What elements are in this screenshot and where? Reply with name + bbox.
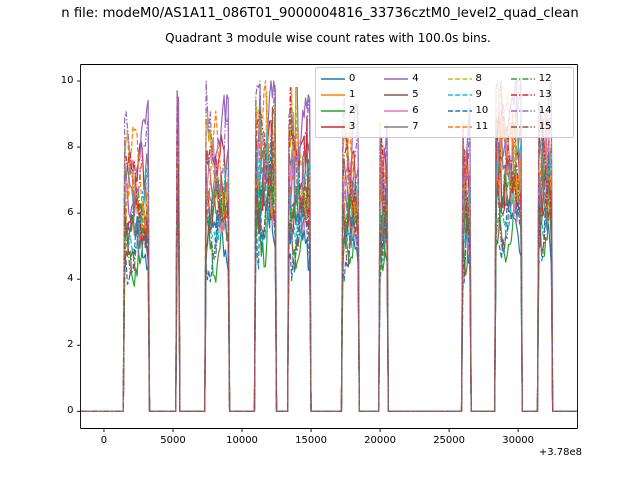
series-line-10 <box>80 139 578 412</box>
legend-label-4: 4 <box>412 72 419 84</box>
y-tick-label: 2 <box>67 338 74 350</box>
x-tick-label: 25000 <box>433 434 465 446</box>
legend-item-15[interactable]: 15 <box>510 119 569 134</box>
series-line-0 <box>80 141 578 412</box>
legend-item-0[interactable]: 0 <box>320 71 379 86</box>
legend-swatch-14 <box>510 109 535 112</box>
legend-swatch-1 <box>321 93 345 96</box>
legend-label-9: 9 <box>475 88 482 100</box>
legend-item-10[interactable]: 10 <box>447 103 506 118</box>
legend-swatch-5 <box>384 93 409 96</box>
legend[interactable]: 0 1 2 3 4 5 6 7 8 9 10 11 12 13 14 15 <box>315 67 574 138</box>
legend-swatch-12 <box>510 77 535 80</box>
legend-item-5[interactable]: 5 <box>383 87 442 102</box>
legend-label-10: 10 <box>475 104 489 116</box>
legend-swatch-7 <box>384 125 409 128</box>
legend-swatch-10 <box>447 109 472 112</box>
legend-swatch-8 <box>447 77 472 80</box>
legend-label-5: 5 <box>412 88 419 100</box>
legend-label-3: 3 <box>349 120 356 132</box>
legend-item-4[interactable]: 4 <box>383 71 442 86</box>
legend-swatch-4 <box>384 77 409 80</box>
legend-swatch-11 <box>447 125 472 128</box>
legend-label-0: 0 <box>349 72 356 84</box>
legend-label-15: 15 <box>538 120 552 132</box>
legend-label-12: 12 <box>538 72 552 84</box>
legend-item-1[interactable]: 1 <box>320 87 379 102</box>
legend-item-12[interactable]: 12 <box>510 71 569 86</box>
legend-item-3[interactable]: 3 <box>320 119 379 134</box>
legend-label-2: 2 <box>349 104 356 116</box>
x-tick-label: 5000 <box>160 434 186 446</box>
legend-item-14[interactable]: 14 <box>510 103 569 118</box>
legend-label-6: 6 <box>412 104 419 116</box>
series-line-1 <box>80 92 578 412</box>
x-tick-label: 0 <box>100 434 108 446</box>
legend-swatch-2 <box>321 109 345 112</box>
y-tick-label: 4 <box>67 272 74 284</box>
legend-swatch-6 <box>384 109 409 112</box>
legend-item-13[interactable]: 13 <box>510 87 569 102</box>
y-tick-label: 0 <box>67 404 74 416</box>
legend-item-6[interactable]: 6 <box>383 103 442 118</box>
legend-swatch-9 <box>447 93 472 96</box>
legend-item-7[interactable]: 7 <box>383 119 442 134</box>
y-tick-label: 8 <box>67 140 74 152</box>
legend-swatch-0 <box>321 77 345 80</box>
legend-label-11: 11 <box>475 120 489 132</box>
figure-suptitle: n file: modeM0/AS1A11_086T01_9000004816_… <box>61 6 579 21</box>
legend-label-14: 14 <box>538 104 552 116</box>
legend-item-8[interactable]: 8 <box>447 71 506 86</box>
axes-title: Quadrant 3 module wise count rates with … <box>165 31 491 45</box>
x-axis-offset-text: +3.78e8 <box>538 447 582 458</box>
y-tick-label: 6 <box>67 206 74 218</box>
legend-item-2[interactable]: 2 <box>320 103 379 118</box>
x-tick-label: 15000 <box>295 434 327 446</box>
x-tick-label: 30000 <box>502 434 535 446</box>
x-tick-label: 10000 <box>226 434 258 446</box>
series-line-15 <box>80 105 578 412</box>
legend-swatch-3 <box>321 125 345 128</box>
legend-label-7: 7 <box>412 120 419 132</box>
legend-swatch-15 <box>510 125 535 128</box>
legend-label-13: 13 <box>538 88 552 100</box>
legend-item-11[interactable]: 11 <box>447 119 506 134</box>
x-tick-label: 20000 <box>364 434 396 446</box>
y-tick-label: 10 <box>60 74 74 86</box>
legend-label-1: 1 <box>349 88 356 100</box>
legend-label-8: 8 <box>475 72 482 84</box>
legend-item-9[interactable]: 9 <box>447 87 506 102</box>
legend-swatch-13 <box>510 93 535 96</box>
